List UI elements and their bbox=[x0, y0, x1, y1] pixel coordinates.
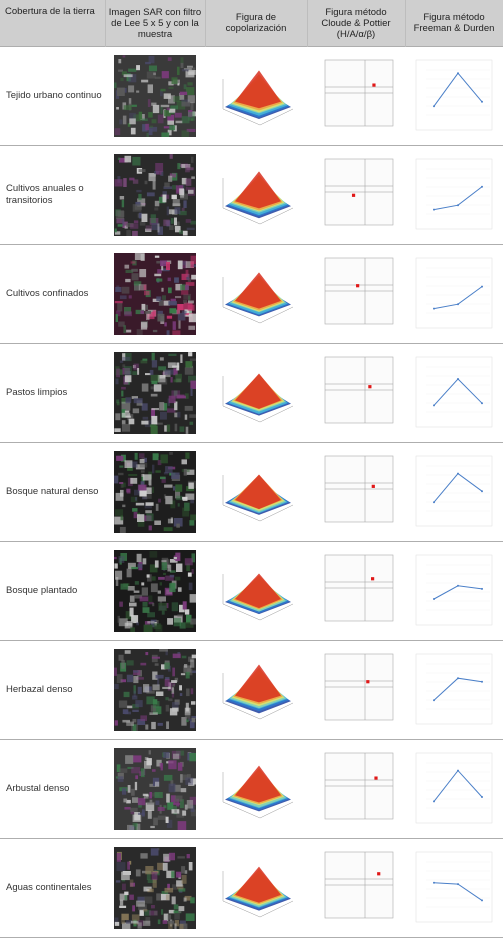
land-cover-label: Aguas continentales bbox=[0, 838, 105, 938]
copolarization-cell bbox=[205, 640, 307, 740]
sar-image bbox=[114, 451, 196, 533]
header-copolarization: Figura de copolarización bbox=[205, 0, 308, 47]
land-cover-label: Bosque natural denso bbox=[0, 442, 105, 542]
cloude-pottier-cell bbox=[307, 442, 405, 542]
cloude-pottier-cell bbox=[307, 145, 405, 245]
header-sar-image: Imagen SAR con filtro de Lee 5 x 5 y con… bbox=[105, 0, 206, 47]
freeman-durden-cell bbox=[405, 541, 503, 641]
sar-image-cell bbox=[105, 442, 205, 542]
table-row: Tejido urbano continuo bbox=[0, 46, 503, 146]
sar-image-cell bbox=[105, 739, 205, 839]
cloude-pottier-plot bbox=[324, 59, 394, 127]
freeman-durden-plot bbox=[415, 653, 493, 725]
freeman-durden-plot bbox=[415, 158, 493, 230]
sar-image-cell bbox=[105, 46, 205, 146]
copolarization-cell bbox=[205, 46, 307, 146]
freeman-durden-cell bbox=[405, 244, 503, 344]
sar-image-cell bbox=[105, 244, 205, 344]
sar-image-cell bbox=[105, 145, 205, 245]
cloude-pottier-cell bbox=[307, 838, 405, 938]
sar-image-cell bbox=[105, 640, 205, 740]
sar-image bbox=[114, 253, 196, 335]
header-cloude-pottier: Figura método Cloude & Pottier (H/A/α/β) bbox=[307, 0, 406, 47]
freeman-durden-cell bbox=[405, 343, 503, 443]
table-row: Pastos limpios bbox=[0, 343, 503, 443]
freeman-durden-cell bbox=[405, 640, 503, 740]
sar-image-cell bbox=[105, 838, 205, 938]
freeman-durden-plot bbox=[415, 752, 493, 824]
cloude-pottier-plot bbox=[324, 455, 394, 523]
table-row: Bosque natural denso bbox=[0, 442, 503, 542]
land-cover-label: Bosque plantado bbox=[0, 541, 105, 641]
copolarization-cell bbox=[205, 244, 307, 344]
land-cover-label: Pastos limpios bbox=[0, 343, 105, 443]
header-land-cover: Cobertura de la tierra bbox=[0, 0, 106, 47]
cloude-pottier-cell bbox=[307, 244, 405, 344]
cloude-pottier-cell bbox=[307, 46, 405, 146]
copolarization-plot bbox=[222, 573, 294, 621]
copolarization-cell bbox=[205, 838, 307, 938]
sar-image bbox=[114, 847, 196, 929]
cloude-pottier-plot bbox=[324, 653, 394, 721]
copolarization-cell bbox=[205, 145, 307, 245]
copolarization-plot bbox=[222, 70, 294, 126]
cloude-pottier-plot bbox=[324, 752, 394, 820]
sar-image bbox=[114, 649, 196, 731]
sar-image-cell bbox=[105, 541, 205, 641]
copolarization-cell bbox=[205, 442, 307, 542]
cloude-pottier-plot bbox=[324, 158, 394, 226]
cloude-pottier-cell bbox=[307, 343, 405, 443]
land-cover-label: Arbustal denso bbox=[0, 739, 105, 839]
copolarization-plot bbox=[222, 866, 294, 918]
cloude-pottier-plot bbox=[324, 851, 394, 919]
copolarization-cell bbox=[205, 343, 307, 443]
cloude-pottier-cell bbox=[307, 739, 405, 839]
cloude-pottier-plot bbox=[324, 257, 394, 325]
table-row: Aguas continentales bbox=[0, 838, 503, 938]
copolarization-cell bbox=[205, 541, 307, 641]
copolarization-plot bbox=[222, 272, 294, 324]
freeman-durden-plot bbox=[415, 356, 493, 428]
sar-image bbox=[114, 550, 196, 632]
header-freeman-durden: Figura método Freeman & Durden bbox=[405, 0, 503, 47]
freeman-durden-cell bbox=[405, 46, 503, 146]
cloude-pottier-cell bbox=[307, 640, 405, 740]
sar-image bbox=[114, 154, 196, 236]
table-row: Cultivos confinados bbox=[0, 244, 503, 344]
table-row: Arbustal denso bbox=[0, 739, 503, 839]
copolarization-plot bbox=[222, 765, 294, 819]
sar-image bbox=[114, 748, 196, 830]
land-cover-label: Herbazal denso bbox=[0, 640, 105, 740]
copolarization-plot bbox=[222, 171, 294, 225]
copolarization-plot bbox=[222, 474, 294, 522]
land-cover-label: Tejido urbano continuo bbox=[0, 46, 105, 146]
freeman-durden-plot bbox=[415, 455, 493, 527]
header-row: Cobertura de la tierra Imagen SAR con fi… bbox=[0, 0, 503, 47]
cloude-pottier-plot bbox=[324, 356, 394, 424]
freeman-durden-cell bbox=[405, 838, 503, 938]
cloude-pottier-cell bbox=[307, 541, 405, 641]
freeman-durden-plot bbox=[415, 59, 493, 131]
freeman-durden-cell bbox=[405, 145, 503, 245]
sar-image bbox=[114, 55, 196, 137]
table-row: Herbazal denso bbox=[0, 640, 503, 740]
table-row: Bosque plantado bbox=[0, 541, 503, 641]
cloude-pottier-plot bbox=[324, 554, 394, 622]
copolarization-cell bbox=[205, 739, 307, 839]
freeman-durden-plot bbox=[415, 851, 493, 923]
copolarization-plot bbox=[222, 664, 294, 720]
sar-image bbox=[114, 352, 196, 434]
land-cover-label: Cultivos anuales o transitorios bbox=[0, 145, 105, 245]
freeman-durden-plot bbox=[415, 257, 493, 329]
freeman-durden-cell bbox=[405, 739, 503, 839]
freeman-durden-plot bbox=[415, 554, 493, 626]
table-row: Cultivos anuales o transitorios bbox=[0, 145, 503, 245]
copolarization-plot bbox=[222, 373, 294, 423]
freeman-durden-cell bbox=[405, 442, 503, 542]
sar-image-cell bbox=[105, 343, 205, 443]
land-cover-label: Cultivos confinados bbox=[0, 244, 105, 344]
